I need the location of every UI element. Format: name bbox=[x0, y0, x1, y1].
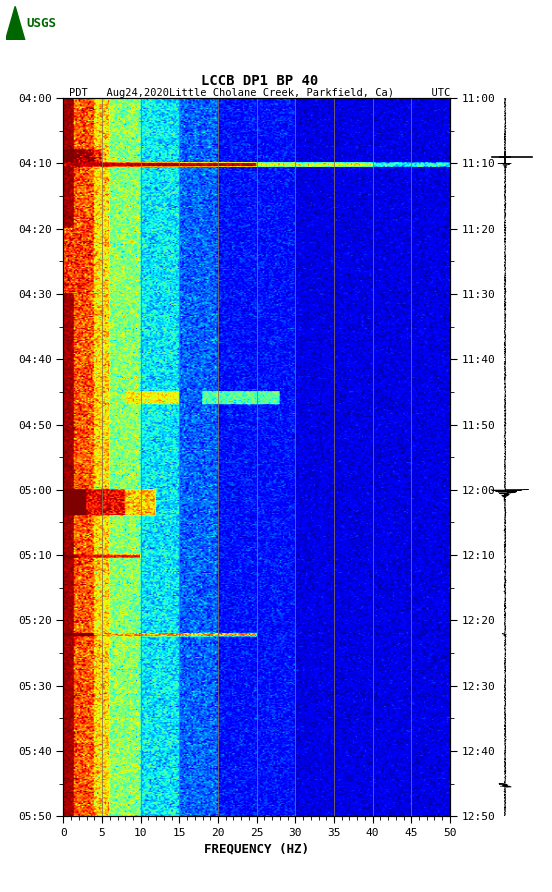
Text: LCCB DP1 BP 40: LCCB DP1 BP 40 bbox=[201, 74, 318, 88]
Text: PDT   Aug24,2020Little Cholane Creek, Parkfield, Ca)      UTC: PDT Aug24,2020Little Cholane Creek, Park… bbox=[69, 87, 450, 98]
Text: USGS: USGS bbox=[26, 17, 56, 29]
X-axis label: FREQUENCY (HZ): FREQUENCY (HZ) bbox=[204, 842, 309, 855]
Polygon shape bbox=[6, 6, 25, 40]
